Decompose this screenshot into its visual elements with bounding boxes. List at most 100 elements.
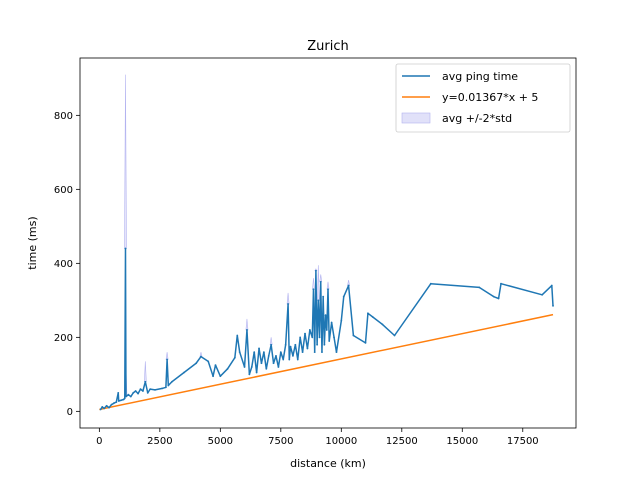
legend-fit-label: y=0.01367*x + 5 — [442, 91, 538, 104]
avg-data-point — [236, 334, 239, 337]
avg-data-point — [207, 360, 210, 363]
legend-band-swatch — [401, 112, 431, 124]
avg-data-point — [144, 380, 147, 383]
avg-data-point — [105, 404, 108, 407]
avg-data-point — [164, 386, 167, 389]
avg-data-point — [325, 329, 328, 331]
x-tick-label: 0 — [96, 436, 102, 447]
avg-data-point — [352, 334, 355, 337]
y-axis: 0 200 400 600 800 — [54, 111, 80, 418]
avg-data-point — [393, 334, 396, 337]
avg-data-point — [304, 332, 306, 335]
avg-data-point — [299, 336, 302, 339]
avg-data-point — [154, 388, 156, 391]
chart-title: Zurich — [307, 39, 349, 54]
std-band-spike — [143, 361, 147, 383]
std-band-spike — [269, 337, 273, 346]
std-band — [124, 74, 350, 397]
avg-data-point — [342, 295, 345, 298]
std-band-spike — [245, 318, 249, 331]
y-tick-label: 600 — [54, 185, 73, 196]
avg-data-point — [277, 366, 280, 368]
avg-data-point — [117, 391, 120, 394]
avg-data-point — [134, 390, 137, 392]
avg-data-point — [308, 329, 311, 331]
avg-data-point — [292, 354, 294, 357]
std-band-spike — [312, 278, 315, 290]
legend-avg-label: avg ping time — [442, 70, 518, 83]
avg-data-point — [541, 293, 544, 296]
avg-data-point — [367, 312, 369, 315]
avg-data-point — [246, 329, 248, 331]
std-band-spike — [165, 352, 169, 360]
avg-data-point — [312, 288, 315, 291]
avg-data-point — [120, 399, 123, 402]
plot-frame — [79, 57, 577, 429]
avg-data-point — [137, 392, 139, 395]
avg-data-point — [123, 397, 126, 400]
avg-data-point — [429, 282, 432, 285]
avg-data-point — [552, 305, 554, 307]
avg-data-point — [321, 351, 323, 354]
x-axis: 0 2500 5000 7500 10000 12500 15000 17500 — [96, 428, 539, 447]
avg-data-point — [183, 371, 185, 374]
avg-data-point — [110, 403, 113, 406]
avg-data-point — [294, 343, 297, 346]
std-band-spike — [316, 265, 320, 301]
avg-data-point — [103, 407, 106, 410]
avg-data-point — [166, 358, 169, 361]
avg-data-point — [260, 362, 263, 365]
y-tick-label: 0 — [67, 407, 73, 418]
avg-data-point — [322, 295, 325, 298]
x-tick-label: 10000 — [325, 436, 357, 447]
avg-data-point — [253, 351, 256, 354]
avg-data-point — [226, 367, 229, 370]
x-axis-label: distance (km) — [290, 457, 366, 470]
fit-line — [99, 313, 554, 411]
avg-data-point — [311, 336, 314, 339]
avg-data-point — [238, 351, 241, 354]
avg-data-point — [122, 398, 125, 401]
avg-data-point — [125, 395, 127, 398]
avg-data-point — [347, 284, 350, 287]
avg-data-point — [371, 316, 374, 318]
x-tick-label: 5000 — [208, 436, 233, 447]
avg-data-point — [323, 343, 326, 346]
avg-data-point — [129, 395, 132, 398]
avg-data-point — [117, 400, 120, 402]
avg-data-point — [272, 362, 275, 365]
avg-data-point — [316, 343, 319, 346]
avg-data-point — [127, 393, 130, 396]
avg-data-point — [171, 380, 173, 383]
avg-data-point — [250, 366, 253, 368]
avg-data-point — [132, 391, 135, 394]
avg-data-point — [200, 355, 202, 358]
avg-data-point — [330, 321, 333, 324]
avg-data-point — [219, 375, 222, 378]
avg-data-point — [301, 351, 304, 354]
y-tick-label: 800 — [54, 111, 73, 122]
avg-data-point — [317, 299, 320, 302]
avg-data-point — [267, 354, 270, 357]
avg-data-point — [340, 319, 343, 322]
avg-data-point — [313, 351, 316, 354]
avg-data-point — [284, 343, 287, 346]
avg-data-point — [335, 351, 338, 354]
std-band-spike — [319, 274, 323, 283]
avg-data-point — [328, 340, 331, 342]
std-band-spike — [124, 74, 127, 249]
legend-frame — [395, 63, 571, 133]
avg-data-point — [139, 388, 142, 391]
avg-data-point — [167, 384, 170, 387]
avg-line — [99, 247, 554, 411]
avg-data-point — [108, 406, 110, 409]
avg-data-point — [195, 362, 198, 365]
avg-data-point — [497, 297, 500, 300]
avg-data-point — [255, 371, 258, 374]
avg-data-point — [478, 286, 481, 289]
x-tick-label: 7500 — [268, 436, 293, 447]
avg-data-point — [550, 284, 553, 287]
avg-data-point — [101, 406, 104, 408]
avg-series-line — [99, 247, 554, 410]
avg-data-point — [282, 358, 285, 361]
